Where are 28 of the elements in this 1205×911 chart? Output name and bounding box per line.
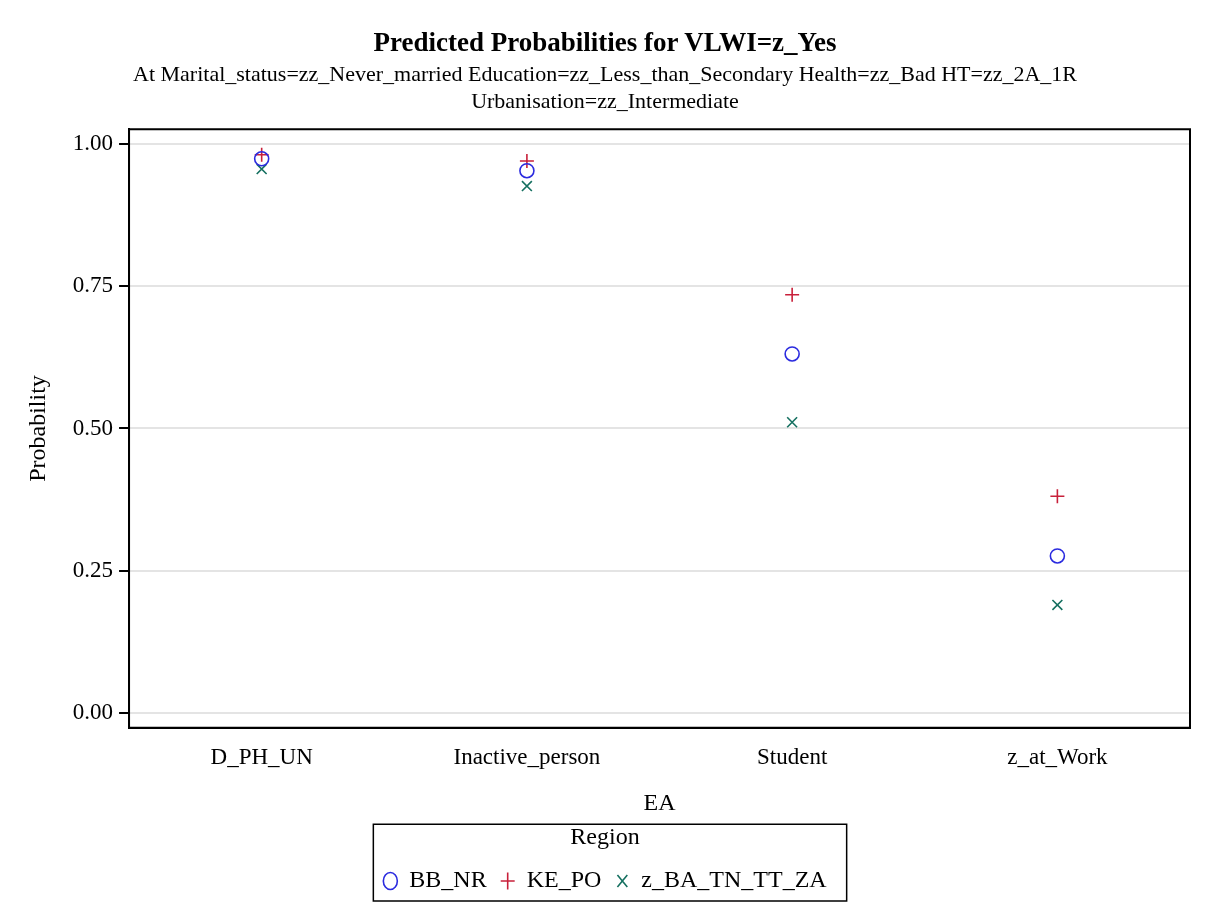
point bbox=[519, 162, 535, 179]
y-tick-label: 1.00 bbox=[72, 130, 114, 156]
legend-label: KE_PO bbox=[526, 866, 602, 893]
point bbox=[1051, 599, 1064, 611]
chart-title: Predicted Probabilities for VLWI=z_Yes bbox=[373, 27, 837, 58]
point bbox=[255, 163, 268, 175]
legend-title: Region bbox=[570, 823, 640, 850]
point bbox=[786, 416, 798, 428]
x-tick-label: z_at_Work bbox=[1007, 743, 1109, 769]
point bbox=[784, 286, 800, 303]
point bbox=[784, 346, 800, 362]
chart-subtitle: At Marital_status=zz_Never_married Education=zz_Less_than_Secondary Health=zz_Bad HT=zz_2A_1R Urbanisation=zz_Intermediate bbox=[133, 61, 1078, 113]
x-axis-title: EA bbox=[643, 789, 677, 816]
point bbox=[521, 180, 533, 192]
point bbox=[253, 150, 270, 167]
point bbox=[1049, 488, 1066, 505]
y-tick-label: 0.25 bbox=[72, 556, 114, 582]
y-tick-label: 0.50 bbox=[72, 414, 114, 440]
legend-label: z_BA_TN_TT_ZA bbox=[641, 866, 828, 893]
x-tick-label: Inactive_person bbox=[453, 743, 601, 769]
y-axis-title: Probability bbox=[23, 375, 50, 482]
point bbox=[519, 153, 535, 169]
x-tick-label: D_PH_UN bbox=[210, 743, 314, 769]
x-tick-label: Student bbox=[757, 743, 828, 769]
legend-label: BB_NR bbox=[409, 866, 487, 893]
point bbox=[1049, 548, 1066, 564]
y-tick-label: 0.75 bbox=[72, 272, 114, 298]
y-tick-label: 0.00 bbox=[72, 699, 114, 725]
